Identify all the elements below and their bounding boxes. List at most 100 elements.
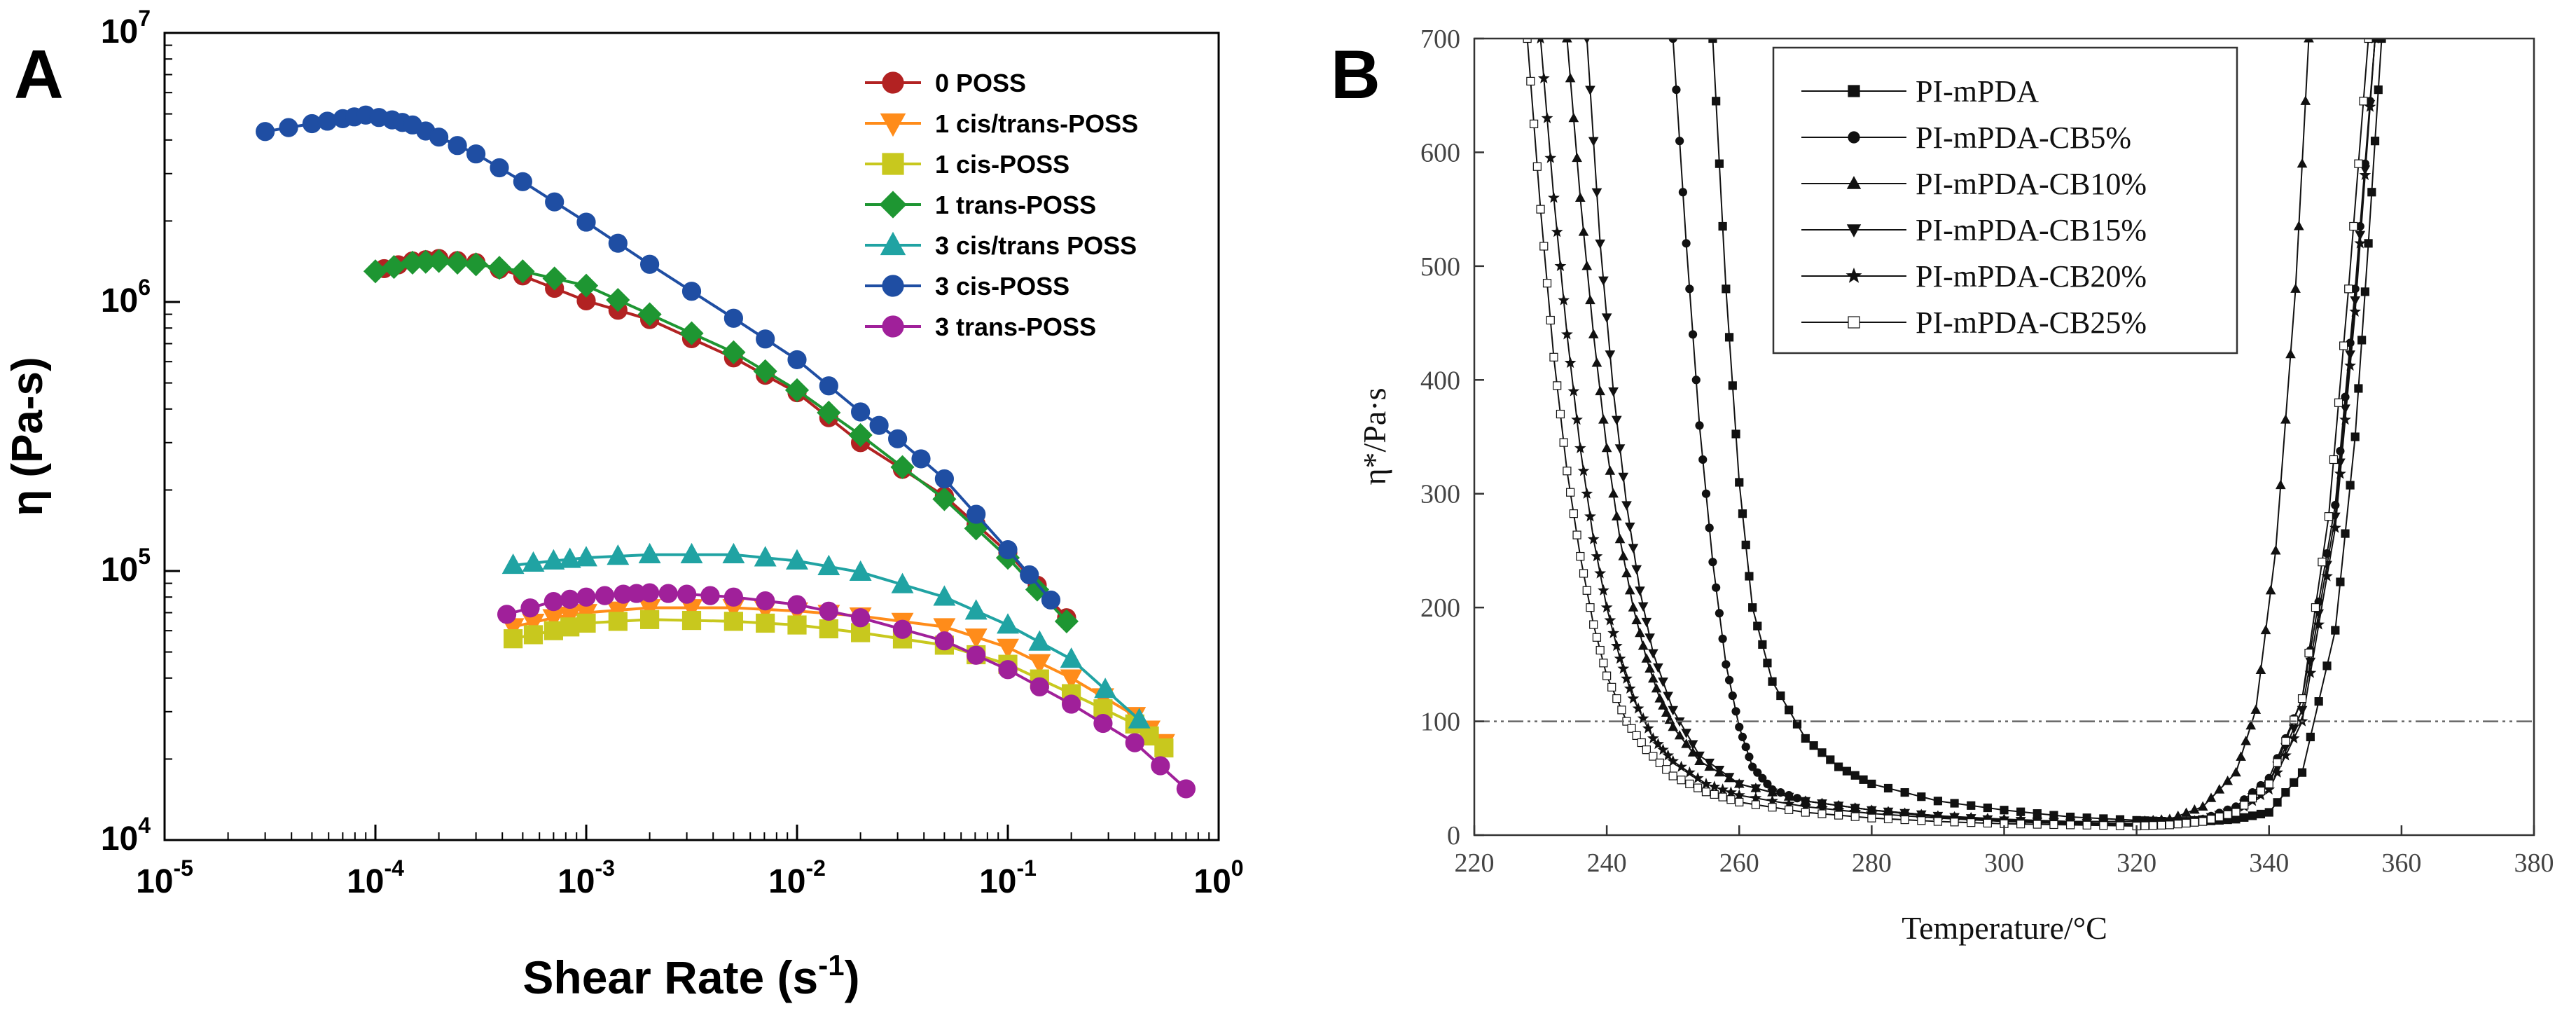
data-point (2331, 626, 2340, 635)
data-point-interp (2173, 820, 2182, 829)
data-point-interp (1577, 465, 1590, 476)
data-point-interp (608, 612, 628, 631)
data-point-interp (1572, 530, 1581, 539)
data-point (997, 613, 1019, 634)
legend-swatch-marker (1846, 267, 1862, 283)
panel-a-axis-ticks: 10-5 10-4 10-3 10-2 10-1 100 104 105 106 107 (101, 6, 1244, 900)
data-point (1128, 708, 1151, 729)
data-point-interp (1745, 572, 1754, 581)
data-point (1667, 755, 1680, 766)
series-3-cis-poss (256, 105, 1061, 610)
data-point (1060, 647, 1083, 668)
data-point-interp (1571, 413, 1583, 425)
legend-label: PI-mPDA-CB25% (1916, 305, 2147, 340)
legend-swatch-marker (1848, 131, 1860, 144)
data-point-interp (1644, 663, 1655, 673)
data-point-interp (2280, 414, 2291, 424)
data-point-interp (1704, 758, 1715, 769)
data-point-interp (1592, 633, 1602, 642)
data-point-interp (1591, 550, 1603, 562)
data-point-interp (1651, 683, 1662, 693)
data-point-interp (2205, 792, 2217, 802)
data-point-interp (1584, 510, 1596, 522)
data-point-interp (1724, 333, 1734, 342)
data-point-interp (1917, 816, 1926, 825)
data-point (934, 469, 954, 489)
data-point-interp (2304, 649, 2313, 658)
data-point-interp (1631, 614, 1642, 624)
data-point-interp (545, 192, 565, 212)
data-point-interp (2354, 384, 2363, 393)
legend-entry-3-cis-trans-poss: 3 cis/trans POSS (865, 231, 1137, 260)
data-point (1735, 478, 1744, 487)
data-point (1834, 762, 1843, 771)
data-point (576, 613, 596, 633)
data-point-interp (2345, 350, 2355, 360)
data-point-interp (1530, 119, 1539, 128)
data-point-interp (1785, 805, 1794, 814)
data-point (1627, 692, 1640, 704)
data-point-interp (2240, 801, 2249, 810)
data-point-interp (817, 554, 840, 575)
data-point-interp (1028, 654, 1051, 675)
data-point-interp (1767, 788, 1778, 798)
data-point-interp (1628, 544, 1639, 553)
data-point-interp (2033, 820, 2042, 829)
data-point-interp (1731, 429, 1740, 439)
data-point-interp (1632, 702, 1644, 714)
data-point-interp (1598, 414, 1609, 424)
data-point (1768, 677, 1777, 686)
data-point (464, 252, 488, 277)
data-point-interp (1758, 640, 1767, 649)
data-point-interp (522, 551, 545, 572)
data-point (1125, 733, 1144, 752)
data-point (1614, 652, 1626, 664)
legend-entry-0-poss: 0 POSS (865, 69, 1026, 97)
data-point-interp (2354, 159, 2363, 168)
data-point-interp (1681, 738, 1691, 748)
data-point (1867, 779, 1876, 789)
data-point (1589, 620, 1598, 629)
data-point-interp (756, 329, 775, 349)
data-point (2198, 817, 2208, 826)
data-point-interp (2240, 813, 2249, 822)
data-point (1642, 745, 1651, 755)
data-point-interp (2149, 821, 2158, 830)
data-point-interp (1809, 741, 1818, 750)
data-point-interp (1717, 783, 1729, 795)
panel-a-label: A (14, 36, 64, 113)
data-point (543, 621, 563, 640)
panel-a-x-axis-label: Shear Rate (s-1) (522, 949, 859, 1003)
data-point-interp (2367, 188, 2376, 197)
data-point-interp (2321, 570, 2333, 582)
data-point-interp (1728, 381, 1737, 390)
data-point-interp (1618, 551, 1629, 560)
data-point-interp (2223, 810, 2232, 819)
data-point-interp (1691, 771, 1704, 783)
x-tick-label: 380 (2514, 848, 2554, 878)
data-point-interp (1715, 159, 1724, 168)
data-point (1041, 590, 1061, 610)
data-point-interp (1662, 749, 1675, 761)
data-point-interp (1564, 357, 1577, 369)
data-point-interp (1647, 673, 1659, 683)
data-point-interp (1738, 732, 1747, 742)
data-point-interp (1581, 487, 1593, 499)
data-point-interp (1556, 409, 1565, 419)
data-point-interp (1594, 567, 1607, 579)
data-point-interp (2311, 603, 2320, 612)
data-point-interp (1641, 617, 1652, 628)
data-point-interp (1900, 787, 1909, 797)
data-point (1154, 738, 1174, 758)
data-point (1595, 239, 1606, 249)
data-point-interp (1850, 812, 1860, 821)
data-point (2065, 820, 2075, 830)
legend-label: PI-mPDA (1916, 74, 2039, 109)
data-point (1701, 787, 1711, 797)
data-point-interp (1678, 188, 1687, 197)
data-point-interp (964, 599, 988, 620)
panel-a: A 10-5 10-4 10-3 10-2 10-1 100 104 105 106 107 η … (4, 6, 1244, 1003)
data-point-interp (2273, 758, 2282, 767)
data-point (1722, 284, 1731, 294)
data-point-interp (1785, 706, 1794, 715)
